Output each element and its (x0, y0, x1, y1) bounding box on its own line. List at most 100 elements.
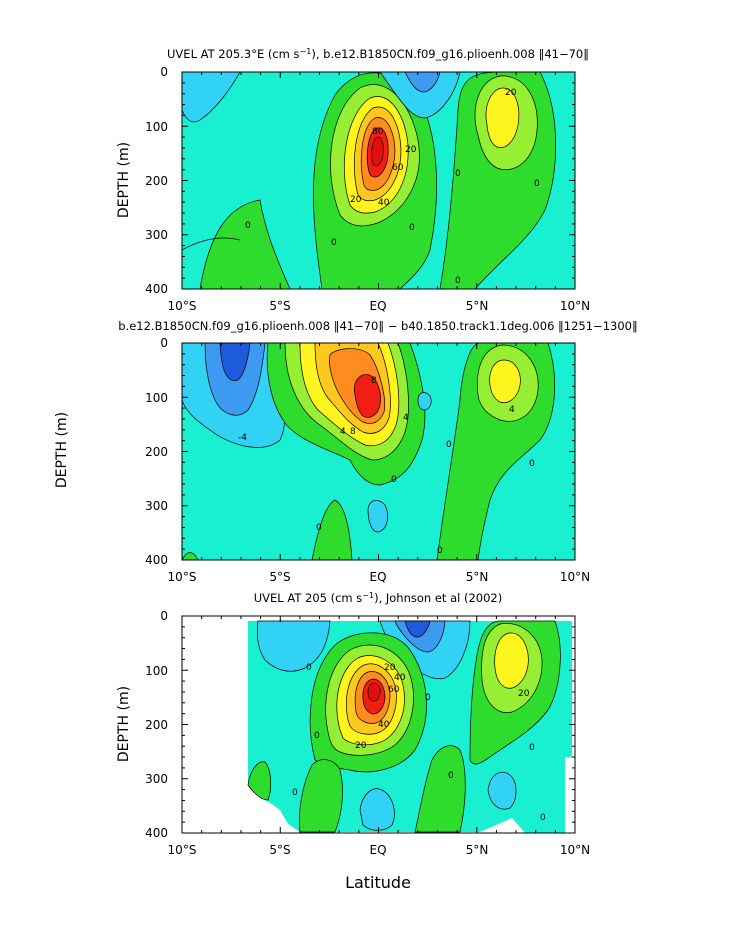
panel-3-y-ticks: 0 100 200 300 400 (145, 609, 168, 840)
panel-1-contour-label: 0 (534, 179, 540, 189)
panel-2-ylabel: DEPTH (m) (54, 412, 70, 488)
panel-2-contour-label: 0 (316, 523, 322, 533)
panel-2-contour-label: 4 (340, 427, 346, 437)
panel-1-positive-band-south (199, 199, 291, 289)
panel-1-contour-label: 40 (378, 198, 390, 208)
panel-3-contour-label: 0 (448, 771, 454, 781)
panel-1-x-tick-label: EQ (369, 299, 386, 313)
panel-3-y-tick-label: 100 (145, 664, 168, 678)
panel-2-contour-label: -4 (238, 433, 247, 443)
panel-1-necc-core (485, 87, 520, 148)
panel-3-x-tick-label: 5°N (466, 843, 489, 857)
panel-3-euc-core-inner (367, 682, 381, 702)
panel-3-contour-label: 0 (425, 693, 431, 703)
panel-3-contour-label: 60 (388, 685, 400, 695)
panel-3-necc-core (494, 632, 529, 689)
panel-2-field (182, 343, 575, 560)
panel-3-x-tick-label: 5°S (269, 843, 290, 857)
panel-3-contour-labels: 60 40 20 20 40 20 0 0 0 0 0 0 0 (292, 663, 546, 823)
panel-2-y-tick-label: 100 (145, 391, 168, 405)
panel-2-contour-label: 0 (437, 546, 443, 556)
panel-1-y-tick-label: 400 (145, 282, 168, 296)
panel-3-negative-core (404, 620, 431, 638)
panel-3-field (182, 616, 575, 833)
panel-1-title: UVEL AT 205.3°E (cm s−1), b.e12.B1850CN.… (167, 47, 589, 62)
panel-1-x-ticks: 10°S 5°S EQ 5°N 10°N (168, 299, 591, 313)
panel-1-ylabel: DEPTH (m) (116, 142, 132, 218)
panel-2-x-tick-label: 10°S (168, 570, 197, 584)
panel-3-y-tick-label: 400 (145, 826, 168, 840)
panel-2-y-ticks: 0 100 200 300 400 (145, 336, 168, 567)
panel-3-contour-label: 0 (529, 743, 535, 753)
panel-3-contour-label: 0 (540, 813, 546, 823)
panel-1-contour-label: 20 (505, 88, 517, 98)
panel-3-deep-blue (359, 788, 395, 831)
panel-2-diff-core (354, 374, 381, 418)
panel-3-contour-label: 40 (394, 673, 406, 683)
panel-1-contour-label: 0 (331, 238, 337, 248)
panel-2-x-tick-label: 10°N (560, 570, 590, 584)
panel-2-tick-marks (181, 342, 576, 561)
panel-3-west-south-green (247, 761, 272, 801)
panel-1: UVEL AT 205.3°E (cm s−1), b.e12.B1850CN.… (116, 47, 590, 314)
panel-1-contour-label: 20 (350, 195, 362, 205)
panel-2-title: b.e12.B1850CN.f09_g16.plioenh.008 ‖41−70… (118, 319, 637, 333)
panel-2-y-tick-label: 400 (145, 553, 168, 567)
panel-2-necc-core (489, 359, 521, 404)
panel-2-contour-label: 8 (350, 427, 356, 437)
panel-1-contour-label: 80 (372, 127, 384, 137)
panel-3-contour-label: 20 (384, 663, 396, 673)
panel-1-contour-label: 0 (245, 221, 251, 231)
panel-1-x-tick-label: 10°S (168, 299, 197, 313)
panel-3-x-tick-label: 10°S (168, 843, 197, 857)
panel-2-small-negative (417, 392, 432, 411)
panel-1-x-tick-label: 5°S (269, 299, 290, 313)
panel-2-contour-label: 0 (529, 459, 535, 469)
panel-2-contour-label: 0 (446, 440, 452, 450)
panel-1-zero-contour (182, 237, 241, 251)
panel-1-contour-label: 0 (455, 169, 461, 179)
panel-1-y-tick-label: 200 (145, 174, 168, 188)
panel-3-x-tick-label: EQ (369, 843, 386, 857)
panel-1-euc-core-inner (371, 136, 384, 167)
panel-2-contour-label: 4 (509, 405, 515, 415)
panel-1-westward-band-2 (404, 72, 441, 93)
panel-1-x-tick-label: 10°N (560, 299, 590, 313)
panel-3-title: UVEL AT 205 (cm s−1), Johnson et al (200… (254, 591, 502, 606)
panel-3-negative-band-south (256, 620, 331, 672)
panel-1-contour-label: 20 (405, 145, 417, 155)
panel-3-y-tick-label: 300 (145, 772, 168, 786)
panel-2-negative-core (219, 343, 251, 381)
panel-3-contour-label: 20 (355, 741, 367, 751)
panel-3-blue-patch-north (487, 771, 517, 810)
panel-2-contour-label: 0 (391, 475, 397, 485)
panel-2-small-negative-2 (367, 500, 388, 533)
panel-1-tick-marks (181, 71, 576, 290)
panel-2-contour-label: 8 (371, 376, 377, 386)
panel-1-y-tick-label: 300 (145, 228, 168, 242)
panel-2-x-tick-label: 5°N (466, 570, 489, 584)
panel-1-westward-band-1 (379, 72, 461, 119)
panel-3-y-tick-label: 200 (145, 718, 168, 732)
panel-1-contour-labels: 80 60 40 20 20 0 0 0 0 0 0 20 (245, 88, 540, 286)
panel-3-contour-label: 20 (518, 689, 530, 699)
panel-1-contour-label: 60 (392, 163, 404, 173)
panel-1-y-tick-label: 100 (145, 120, 168, 134)
panel-3-x-ticks: 10°S 5°S EQ 5°N 10°N (168, 843, 591, 857)
panel-3-deep-green-2 (414, 745, 466, 833)
panel-1-field (182, 72, 575, 289)
panel-3-y-tick-label: 0 (160, 609, 168, 623)
panel-1-contour-label: 0 (409, 223, 415, 233)
panel-1-y-tick-label: 0 (160, 65, 168, 79)
panel-3-contour-label: 0 (292, 788, 298, 798)
panel-1-y-ticks: 0 100 200 300 400 (145, 65, 168, 296)
panel-2-y-tick-label: 0 (160, 336, 168, 350)
panel-3-x-tick-label: 10°N (560, 843, 590, 857)
panel-2-x-tick-label: 5°S (269, 570, 290, 584)
panel-3-contour-label: 0 (314, 731, 320, 741)
panel-2-y-tick-label: 300 (145, 499, 168, 513)
panel-1-x-tick-label: 5°N (466, 299, 489, 313)
panel-2-x-tick-label: EQ (369, 570, 386, 584)
panel-2-y-tick-label: 200 (145, 445, 168, 459)
